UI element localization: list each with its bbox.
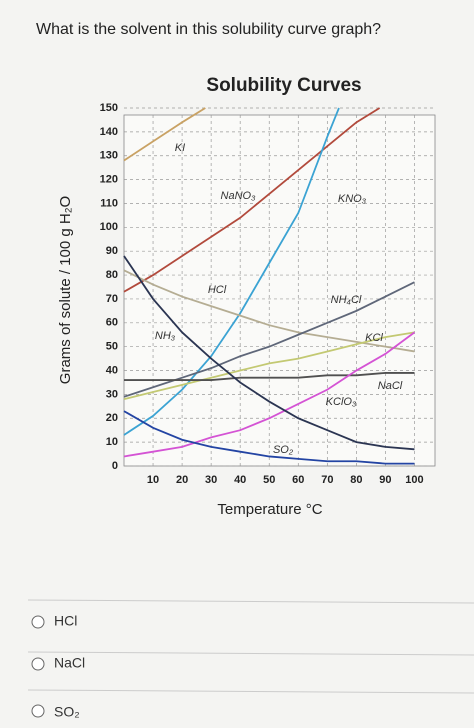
separator	[27, 689, 474, 694]
curve	[123, 269, 415, 353]
x-axis-label: Temperature °C	[217, 501, 322, 518]
curve-label: SO₂	[273, 444, 294, 456]
option-label[interactable]: HCl	[54, 613, 77, 629]
curve-label: KI	[175, 142, 185, 154]
y-tick-label: 20	[106, 412, 118, 424]
curve	[123, 255, 415, 451]
curve-label: KCl	[365, 332, 383, 344]
separator	[27, 599, 474, 604]
option-label[interactable]: SO₂	[54, 704, 80, 720]
y-tick-label: 30	[106, 388, 118, 400]
curve	[123, 331, 415, 401]
option[interactable]: NaCl	[31, 655, 85, 671]
curve	[123, 107, 381, 293]
chart-title: Solubility Curves	[206, 75, 361, 96]
curve-label: HCl	[208, 284, 227, 296]
curve	[123, 107, 206, 162]
x-tick-label: 50	[263, 474, 275, 486]
x-tick-label: 40	[234, 474, 246, 486]
radio[interactable]	[31, 704, 45, 718]
x-tick-label: 100	[405, 474, 423, 486]
y-tick-label: 150	[100, 102, 118, 114]
question: What is the solvent in this solubility c…	[36, 21, 381, 38]
y-tick-label: 0	[112, 460, 118, 472]
y-tick-label: 50	[106, 341, 118, 353]
separator	[27, 651, 474, 656]
option-label[interactable]: NaCl	[54, 655, 85, 671]
y-tick-label: 60	[106, 317, 118, 329]
y-tick-label: 40	[106, 364, 118, 376]
y-tick-label: 80	[106, 269, 118, 281]
radio[interactable]	[31, 657, 45, 671]
curve-label: NH₄Cl	[331, 294, 362, 306]
curve-label: KClO₃	[326, 396, 357, 408]
option[interactable]: SO₂	[31, 704, 80, 720]
y-tick-label: 100	[100, 221, 118, 233]
y-axis-label: Grams of solute / 100 g H₂O	[57, 196, 74, 384]
y-tick-label: 10	[106, 436, 118, 448]
y-tick-label: 90	[106, 245, 118, 257]
curve-label: NaNO₃	[221, 190, 257, 202]
curve	[123, 331, 416, 458]
y-tick-label: 120	[100, 174, 118, 186]
radio[interactable]	[31, 615, 45, 629]
x-tick-label: 10	[147, 474, 159, 486]
curve	[124, 372, 415, 381]
curve-label: KNO₃	[338, 193, 367, 205]
y-tick-label: 140	[100, 126, 118, 138]
y-tick-label: 130	[100, 150, 118, 162]
y-tick-label: 70	[106, 293, 118, 305]
curve-label: NH₃	[155, 330, 176, 342]
curve	[123, 410, 415, 465]
x-tick-label: 20	[176, 474, 188, 486]
curve	[123, 107, 340, 436]
option[interactable]: HCl	[31, 613, 77, 629]
x-tick-label: 90	[379, 474, 391, 486]
x-tick-label: 30	[205, 474, 217, 486]
x-tick-label: 60	[292, 474, 304, 486]
x-tick-label: 80	[350, 474, 362, 486]
x-tick-label: 70	[321, 474, 333, 486]
y-tick-label: 110	[100, 197, 118, 209]
curve-label: NaCl	[378, 380, 403, 392]
